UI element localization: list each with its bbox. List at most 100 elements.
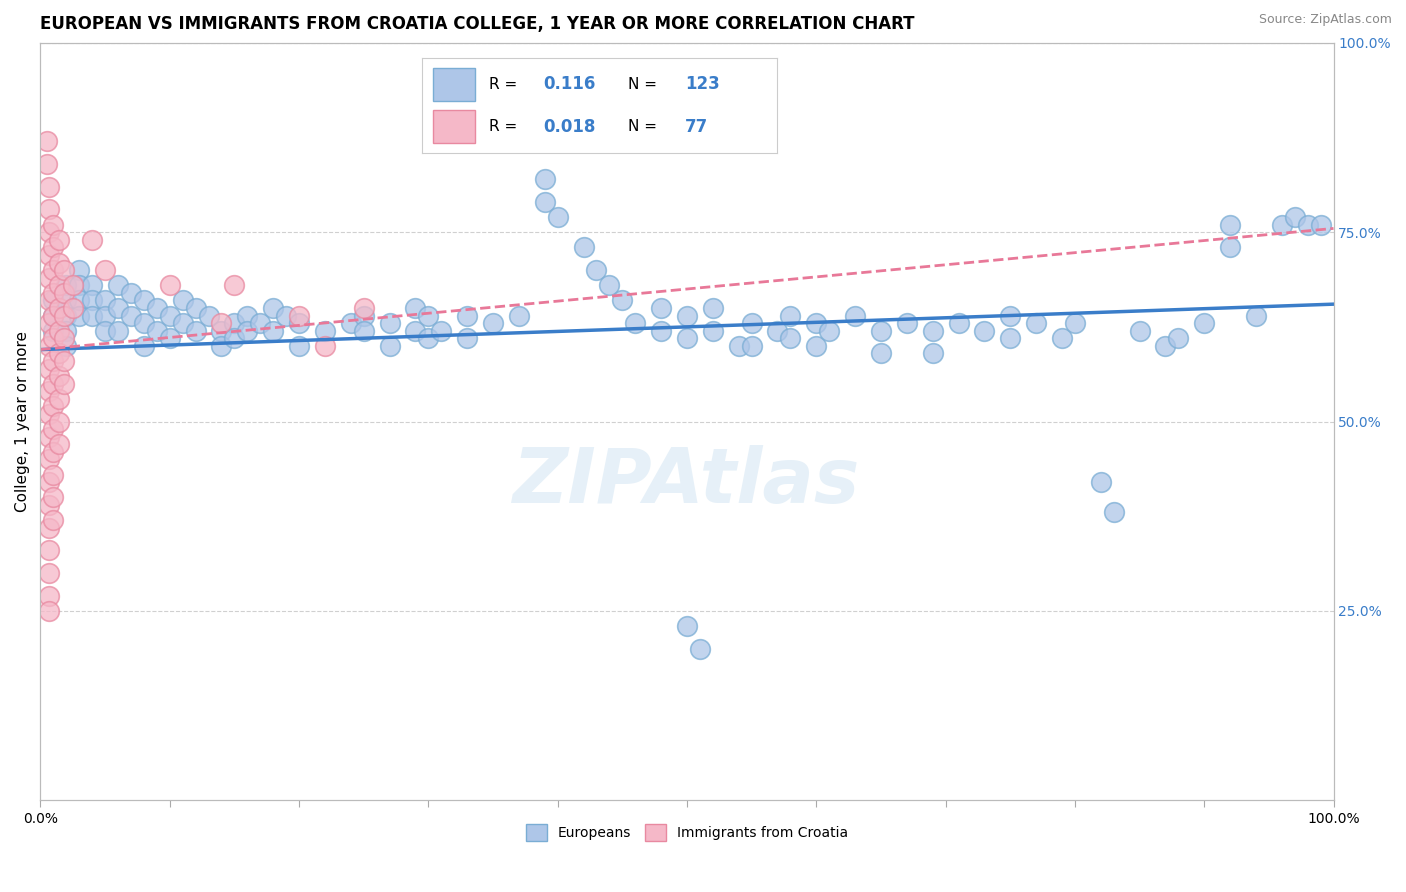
Point bbox=[741, 339, 763, 353]
Point bbox=[82, 233, 104, 247]
Point bbox=[82, 309, 104, 323]
Point bbox=[612, 293, 634, 308]
Point bbox=[211, 324, 233, 338]
Point bbox=[224, 278, 246, 293]
Point bbox=[585, 263, 607, 277]
Point bbox=[1244, 309, 1267, 323]
Point bbox=[67, 263, 90, 277]
Point bbox=[288, 316, 311, 330]
Point bbox=[418, 309, 440, 323]
Point bbox=[211, 339, 233, 353]
Point bbox=[38, 452, 60, 467]
Point bbox=[378, 316, 401, 330]
Point bbox=[236, 309, 259, 323]
Point bbox=[844, 309, 866, 323]
Point bbox=[42, 285, 65, 300]
Point bbox=[1154, 339, 1177, 353]
Point bbox=[236, 324, 259, 338]
Point bbox=[67, 278, 90, 293]
Point bbox=[676, 331, 699, 345]
Text: Source: ZipAtlas.com: Source: ZipAtlas.com bbox=[1258, 13, 1392, 27]
Point bbox=[55, 278, 77, 293]
Point bbox=[650, 301, 672, 315]
Point bbox=[921, 324, 943, 338]
Point bbox=[42, 422, 65, 436]
Point bbox=[159, 278, 181, 293]
Point bbox=[38, 293, 60, 308]
Point bbox=[456, 331, 478, 345]
Point bbox=[132, 293, 155, 308]
Point bbox=[94, 293, 117, 308]
Point bbox=[55, 309, 77, 323]
Point bbox=[132, 316, 155, 330]
Point bbox=[314, 324, 336, 338]
Point bbox=[48, 392, 70, 406]
Point bbox=[82, 293, 104, 308]
Point bbox=[146, 324, 169, 338]
Point bbox=[1284, 210, 1306, 224]
Point bbox=[921, 346, 943, 360]
Point bbox=[107, 301, 129, 315]
Point bbox=[52, 376, 75, 391]
Point bbox=[146, 301, 169, 315]
Point bbox=[55, 339, 77, 353]
Point bbox=[55, 293, 77, 308]
Point bbox=[1064, 316, 1087, 330]
Point bbox=[896, 316, 918, 330]
Point bbox=[48, 415, 70, 429]
Point bbox=[38, 316, 60, 330]
Point bbox=[702, 301, 724, 315]
Point bbox=[38, 566, 60, 580]
Point bbox=[52, 263, 75, 277]
Point bbox=[48, 301, 70, 315]
Point bbox=[38, 248, 60, 262]
Point bbox=[82, 278, 104, 293]
Point bbox=[120, 285, 142, 300]
Point bbox=[339, 316, 361, 330]
Point bbox=[52, 285, 75, 300]
Point bbox=[42, 445, 65, 459]
Point bbox=[353, 301, 375, 315]
Point bbox=[779, 309, 801, 323]
Point bbox=[38, 604, 60, 618]
Point bbox=[67, 293, 90, 308]
Point bbox=[38, 384, 60, 399]
Point bbox=[676, 309, 699, 323]
Point bbox=[172, 293, 194, 308]
Point bbox=[42, 376, 65, 391]
Point bbox=[38, 225, 60, 239]
Point bbox=[418, 331, 440, 345]
Point bbox=[184, 324, 207, 338]
Point bbox=[42, 324, 65, 338]
Point bbox=[197, 309, 219, 323]
Point bbox=[48, 324, 70, 338]
Point bbox=[572, 240, 595, 254]
Point bbox=[35, 134, 58, 148]
Point bbox=[262, 301, 284, 315]
Point bbox=[274, 309, 297, 323]
Point bbox=[1296, 218, 1319, 232]
Point bbox=[1000, 309, 1022, 323]
Text: ZIPAtlas: ZIPAtlas bbox=[513, 445, 860, 519]
Point bbox=[94, 324, 117, 338]
Point bbox=[806, 316, 828, 330]
Point bbox=[94, 309, 117, 323]
Point bbox=[727, 339, 749, 353]
Point bbox=[211, 316, 233, 330]
Point bbox=[702, 324, 724, 338]
Point bbox=[55, 324, 77, 338]
Point bbox=[42, 309, 65, 323]
Point bbox=[35, 157, 58, 171]
Point bbox=[1000, 331, 1022, 345]
Point bbox=[42, 263, 65, 277]
Point bbox=[806, 339, 828, 353]
Point bbox=[48, 346, 70, 360]
Point bbox=[430, 324, 453, 338]
Point bbox=[184, 301, 207, 315]
Point bbox=[38, 202, 60, 217]
Point bbox=[42, 400, 65, 414]
Point bbox=[224, 316, 246, 330]
Point bbox=[38, 361, 60, 376]
Point bbox=[62, 278, 84, 293]
Point bbox=[42, 490, 65, 504]
